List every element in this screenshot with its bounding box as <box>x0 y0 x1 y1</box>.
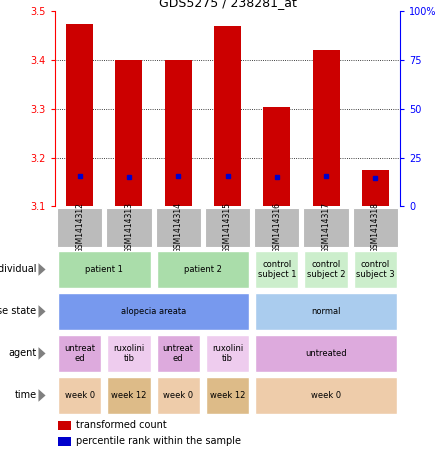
Bar <box>206 376 249 414</box>
Bar <box>156 251 249 289</box>
Polygon shape <box>39 305 46 318</box>
Text: individual: individual <box>0 265 36 275</box>
Text: untreat
ed: untreat ed <box>162 344 194 363</box>
Bar <box>255 335 397 372</box>
Bar <box>214 26 241 207</box>
Bar <box>165 60 192 207</box>
Text: ruxolini
tib: ruxolini tib <box>212 344 243 363</box>
Bar <box>58 421 71 429</box>
Polygon shape <box>39 263 46 276</box>
Title: GDS5275 / 238281_at: GDS5275 / 238281_at <box>159 0 297 9</box>
Text: agent: agent <box>8 348 36 358</box>
Bar <box>58 376 101 414</box>
Bar <box>107 335 151 372</box>
Bar <box>155 208 201 247</box>
Text: alopecia areata: alopecia areata <box>121 307 186 316</box>
Bar <box>255 293 397 330</box>
Text: time: time <box>14 390 36 400</box>
Text: GSM1414317: GSM1414317 <box>321 202 331 253</box>
Bar <box>58 437 71 446</box>
Bar <box>107 376 151 414</box>
Bar <box>255 376 397 414</box>
Text: control
subject 1: control subject 1 <box>258 260 296 279</box>
Bar <box>66 24 93 207</box>
Bar <box>362 170 389 207</box>
Bar <box>106 208 152 247</box>
Bar <box>304 251 348 289</box>
Text: disease state: disease state <box>0 307 36 317</box>
Text: GSM1414312: GSM1414312 <box>75 202 84 253</box>
Bar <box>58 251 151 289</box>
Bar <box>254 208 300 247</box>
Bar <box>58 293 249 330</box>
Text: patient 2: patient 2 <box>184 265 222 274</box>
Text: ruxolini
tib: ruxolini tib <box>113 344 145 363</box>
Text: week 0: week 0 <box>311 391 341 400</box>
Text: GSM1414316: GSM1414316 <box>272 202 281 253</box>
Bar <box>57 208 102 247</box>
Text: GSM1414315: GSM1414315 <box>223 202 232 253</box>
Bar <box>206 335 249 372</box>
Bar <box>156 335 200 372</box>
Bar <box>156 376 200 414</box>
Bar <box>353 208 398 247</box>
Polygon shape <box>39 347 46 360</box>
Text: transformed count: transformed count <box>76 420 166 430</box>
Text: untreated: untreated <box>305 349 347 358</box>
Bar <box>58 335 101 372</box>
Text: week 0: week 0 <box>64 391 95 400</box>
Bar <box>205 208 250 247</box>
Bar <box>304 208 349 247</box>
Text: week 0: week 0 <box>163 391 193 400</box>
Text: GSM1414313: GSM1414313 <box>124 202 134 253</box>
Text: control
subject 2: control subject 2 <box>307 260 345 279</box>
Polygon shape <box>39 389 46 402</box>
Text: untreat
ed: untreat ed <box>64 344 95 363</box>
Text: GSM1414318: GSM1414318 <box>371 202 380 253</box>
Text: GSM1414314: GSM1414314 <box>174 202 183 253</box>
Bar <box>255 251 298 289</box>
Bar <box>263 106 290 207</box>
Bar <box>115 60 142 207</box>
Text: control
subject 3: control subject 3 <box>356 260 395 279</box>
Bar <box>313 50 339 207</box>
Text: normal: normal <box>311 307 341 316</box>
Text: week 12: week 12 <box>111 391 147 400</box>
Bar <box>353 251 397 289</box>
Text: percentile rank within the sample: percentile rank within the sample <box>76 436 241 446</box>
Text: patient 1: patient 1 <box>85 265 123 274</box>
Text: week 12: week 12 <box>210 391 245 400</box>
